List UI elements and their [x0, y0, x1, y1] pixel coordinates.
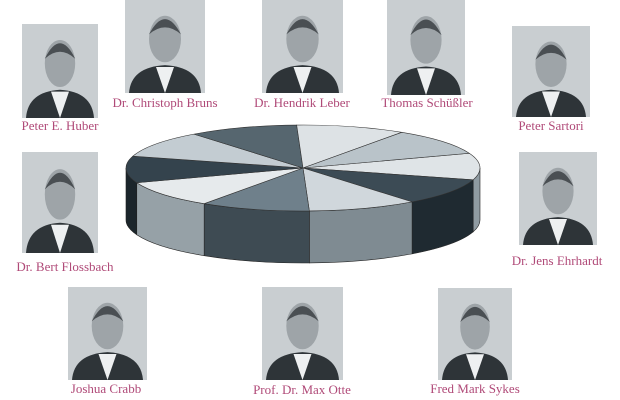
person-name: Thomas Schüßler — [381, 95, 473, 110]
pie-side — [203, 203, 310, 264]
photo-collar — [51, 91, 69, 118]
photo-collar — [542, 91, 560, 117]
pie-slice — [296, 124, 404, 169]
photo-hair — [286, 19, 319, 35]
photo-hair — [460, 306, 490, 323]
photo-hair — [410, 19, 442, 36]
person-name: Peter E. Huber — [22, 118, 100, 133]
person-name: Prof. Dr. Max Otte — [253, 382, 351, 397]
pie-slice — [302, 132, 471, 169]
portrait — [262, 287, 343, 380]
person-name: Dr. Christoph Bruns — [112, 95, 217, 110]
portrait — [519, 152, 597, 245]
photo-collar — [466, 354, 484, 380]
person-name: Joshua Crabb — [71, 381, 141, 396]
person-name: Fred Mark Sykes — [430, 381, 520, 396]
photo-collar — [51, 224, 69, 253]
photo-collar — [293, 66, 312, 93]
photo-hair — [149, 19, 181, 35]
portrait — [68, 287, 147, 380]
photo-collar — [156, 66, 174, 93]
people: Peter E. Huber Dr. Christoph Bruns Dr. Hen… — [16, 0, 603, 397]
portrait — [387, 0, 465, 95]
person-name: Dr. Bert Flossbach — [16, 259, 114, 274]
photo-hair — [542, 171, 574, 187]
photo-collar — [549, 218, 567, 245]
pie-slice — [135, 167, 304, 204]
pie-side — [309, 201, 413, 264]
photo-collar — [417, 68, 435, 95]
portrait — [438, 288, 512, 380]
photo-hair — [286, 306, 319, 322]
photo-hair — [91, 306, 124, 322]
pie-graphic — [125, 124, 481, 264]
portrait — [22, 24, 98, 118]
person-name: Peter Sartori — [518, 118, 584, 133]
pie-slice — [193, 124, 304, 169]
pie-slice — [302, 152, 481, 181]
photo-collar — [293, 353, 312, 380]
photo-hair — [44, 43, 76, 59]
person-name: Dr. Jens Ehrhardt — [512, 253, 603, 268]
portrait — [22, 152, 98, 253]
photo-hair — [535, 44, 567, 60]
portrait — [125, 0, 205, 93]
pie-slice — [202, 167, 310, 212]
person-name: Dr. Hendrik Leber — [254, 95, 350, 110]
pie-slice — [302, 167, 413, 212]
portrait — [512, 26, 590, 117]
photo-hair — [44, 172, 76, 190]
pie-slice — [132, 133, 304, 169]
photo-collar — [98, 353, 117, 380]
pie-slice — [302, 167, 474, 203]
pie-slice — [125, 155, 304, 184]
portrait — [262, 0, 343, 93]
